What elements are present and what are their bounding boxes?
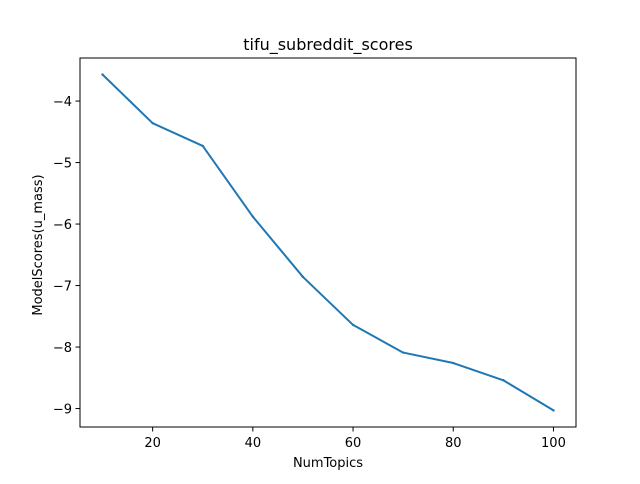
y-tick-label: −4 bbox=[53, 95, 72, 110]
series-layer bbox=[101, 73, 555, 412]
x-axis-ticks: 20 40 60 80 100 bbox=[144, 427, 566, 451]
y-tick-label: −5 bbox=[53, 157, 72, 172]
x-tick-label: 60 bbox=[345, 436, 362, 451]
series-line bbox=[101, 73, 555, 412]
y-tick-label: −8 bbox=[53, 341, 72, 356]
data-point bbox=[151, 121, 154, 125]
x-tick-label: 40 bbox=[245, 436, 262, 451]
data-point bbox=[101, 73, 104, 76]
data-point bbox=[401, 351, 405, 354]
data-point bbox=[301, 275, 305, 279]
x-tick-label: 20 bbox=[144, 436, 161, 451]
y-tick-label: −6 bbox=[53, 218, 72, 233]
y-tick-label: −9 bbox=[53, 403, 72, 418]
data-point bbox=[251, 215, 255, 218]
data-point bbox=[452, 361, 455, 365]
y-axis-label: ModelScores(u_mass) bbox=[31, 174, 46, 315]
x-axis-label: NumTopics bbox=[293, 456, 363, 471]
y-tick-label: −7 bbox=[53, 280, 72, 295]
data-point bbox=[351, 323, 355, 327]
x-tick-label: 100 bbox=[541, 436, 566, 451]
y-axis-ticks: −9 −8 −7 −6 −5 −4 bbox=[53, 95, 80, 418]
plot-frame bbox=[79, 57, 577, 428]
x-tick-label: 80 bbox=[445, 436, 462, 451]
data-point bbox=[201, 144, 204, 148]
data-point bbox=[552, 409, 555, 412]
chart-title: tifu_subreddit_scores bbox=[243, 35, 413, 55]
data-point bbox=[502, 379, 505, 382]
